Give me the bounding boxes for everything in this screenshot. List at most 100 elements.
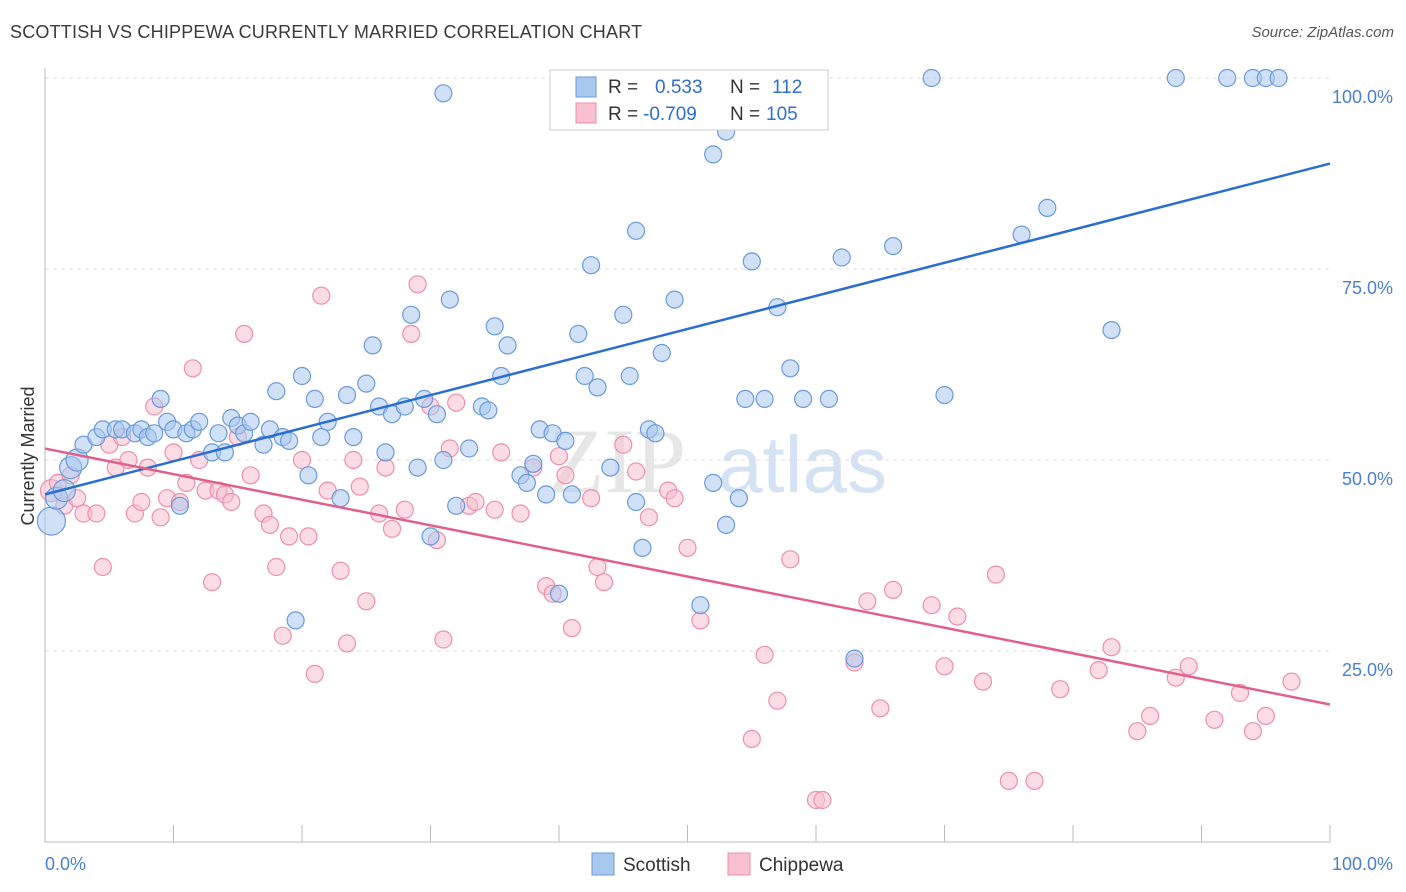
scottish-point: [312, 428, 331, 447]
x-tick-label: 0.0%: [45, 854, 86, 874]
chippewa-point: [331, 561, 350, 580]
chippewa-point: [151, 508, 170, 527]
chippewa-point: [299, 527, 318, 546]
legend-swatch-chippewa: [575, 102, 597, 124]
scottish-point: [280, 431, 299, 450]
scottish-point: [151, 389, 170, 408]
scottish-point: [883, 237, 903, 256]
bottom-legend-scottish: Scottish: [623, 855, 691, 876]
scottish-point: [1218, 68, 1237, 88]
scottish-point: [460, 439, 479, 458]
axes: 25.0% 50.0% 75.0% 100.0% 0.0% 100.0%: [44, 68, 1393, 874]
scottish-point: [704, 473, 723, 492]
chippewa-point: [973, 672, 993, 691]
scottish-point: [569, 324, 588, 343]
chippewa-point: [768, 691, 787, 710]
chippewa-point: [581, 489, 601, 508]
chippewa-point: [132, 492, 151, 512]
chippewa-point: [626, 462, 646, 481]
chippewa-point: [492, 443, 511, 462]
scottish-point: [755, 389, 774, 408]
scottish-point: [620, 366, 639, 386]
scottish-point: [922, 68, 941, 88]
legend-r-label-scottish: R =: [608, 77, 638, 98]
scottish-point: [209, 424, 228, 443]
scottish-point: [729, 489, 749, 508]
chippewa-point: [203, 573, 222, 592]
scottish-point: [498, 336, 517, 355]
chippewa-point: [382, 519, 402, 538]
chippewa-point: [350, 477, 369, 496]
scottish-point: [447, 496, 466, 515]
series-scottish: [36, 68, 1288, 668]
x-tick-label: 100.0%: [1332, 854, 1393, 874]
chippewa-point: [755, 645, 774, 664]
chippewa-point: [1051, 680, 1070, 699]
chippewa-point: [267, 557, 286, 577]
scottish-point: [1038, 198, 1057, 217]
chippewa-point: [447, 393, 466, 412]
chippewa-point: [466, 492, 485, 512]
scottish-point: [36, 506, 67, 536]
legend-r-chippewa: -0.709: [643, 104, 697, 125]
chippewa-point: [986, 565, 1006, 584]
scottish-point: [575, 366, 594, 386]
scottish-point: [614, 305, 633, 324]
scottish-point: [170, 496, 189, 515]
legend-n-scottish: 112: [772, 77, 802, 98]
chippewa-point: [1179, 657, 1198, 676]
chippewa-point: [1282, 672, 1301, 691]
scottish-point: [845, 649, 864, 668]
chippewa-point: [562, 618, 582, 638]
chippewa-point: [357, 592, 376, 611]
chippewa-point: [549, 447, 569, 466]
chippewa-point: [781, 550, 800, 569]
chippewa-point: [1243, 722, 1263, 741]
chippewa-point: [922, 596, 941, 615]
scottish-point: [402, 305, 421, 324]
scottish-point: [935, 386, 954, 405]
chippewa-point: [292, 450, 312, 470]
chippewa-point: [93, 557, 112, 577]
scottish-point: [421, 527, 440, 546]
scottish-point: [742, 252, 761, 271]
scottish-point: [626, 492, 646, 512]
scottish-point: [524, 454, 543, 473]
chippewa-point: [665, 489, 684, 508]
scottish-point: [793, 389, 813, 408]
chippewa-point: [588, 557, 607, 577]
chippewa-point: [337, 634, 357, 653]
chippewa-point: [1256, 706, 1275, 726]
scottish-point: [736, 389, 755, 408]
chippewa-point: [935, 657, 954, 676]
scottish-point: [1102, 321, 1121, 340]
chippewa-point: [858, 592, 877, 611]
scottish-point: [704, 145, 723, 164]
scottish-point: [626, 221, 646, 240]
chippewa-point: [376, 458, 395, 477]
scottish-point: [363, 336, 382, 355]
chippewa-point: [678, 538, 697, 558]
chippewa-point: [280, 527, 299, 546]
chippewa-point: [434, 630, 453, 649]
source-label: Source: ZipAtlas.com: [1251, 24, 1394, 41]
chippewa-point: [511, 504, 530, 523]
scottish-point: [652, 343, 671, 363]
scottish-point: [299, 466, 318, 485]
scottish-point: [819, 389, 839, 408]
scottish-point: [537, 485, 556, 504]
scottish-point: [479, 401, 498, 420]
scottish-point: [145, 424, 164, 443]
bottom-legend-chippewa: Chippewa: [759, 855, 844, 876]
chippewa-point: [614, 435, 633, 454]
chippewa-point: [222, 492, 241, 512]
y-tick-label: 75.0%: [1342, 278, 1393, 298]
scottish-point: [517, 473, 537, 492]
chippewa-point: [273, 626, 292, 645]
legend: R = 0.533 N = 112 R = -0.709 N = 105: [549, 69, 829, 131]
chippewa-point: [639, 508, 659, 527]
chippewa-point: [1025, 771, 1044, 791]
legend-n-label-scottish: N =: [730, 77, 760, 98]
scottish-point: [305, 389, 324, 408]
